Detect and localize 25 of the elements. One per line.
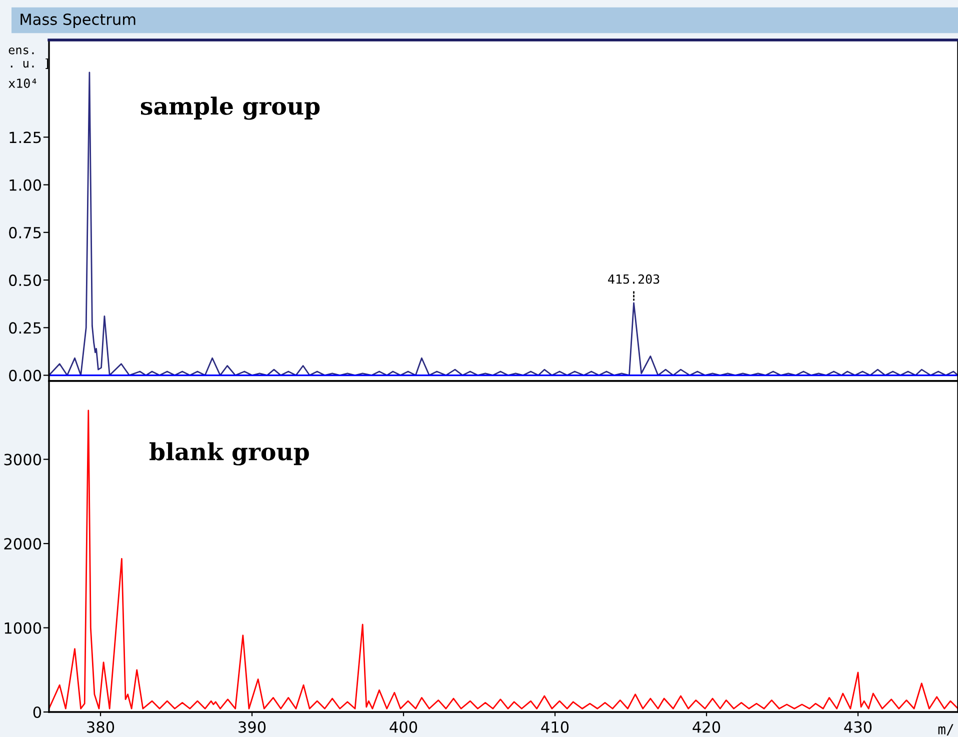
y-tick-label: 0.50 — [9, 274, 42, 286]
y-tick-label: 0.25 — [9, 322, 41, 334]
x-tick-label: 380 — [87, 721, 114, 733]
x-tick-label: 390 — [238, 721, 266, 733]
y-axis-title: ens. . u. ] — [8, 48, 48, 69]
chart-title: Mass Spectrum — [20, 14, 136, 28]
y-tick-label: 2000 — [4, 538, 42, 550]
line-series — [49, 72, 958, 376]
y-tick-label: 0.75 — [9, 226, 41, 238]
x-tick-label: 430 — [844, 721, 872, 733]
x-axis-title: m/ — [938, 724, 954, 736]
y-tick-label: 1.00 — [10, 179, 42, 191]
annotation: sample group — [140, 96, 320, 120]
y-tick-label: 0.00 — [9, 370, 42, 382]
y-tick-label: 3000 — [4, 454, 42, 466]
x-tick-label: 410 — [541, 721, 569, 733]
y-tick-label: 1000 — [4, 622, 42, 634]
y-tick-label: 0 — [33, 706, 42, 718]
line-series — [49, 410, 958, 710]
text: x10⁴ — [8, 78, 36, 88]
x-tick-label: 400 — [390, 721, 418, 733]
x-tick-label: 420 — [692, 721, 720, 733]
annotation: blank group — [150, 442, 309, 466]
y-tick-label: 1.25 — [10, 132, 41, 144]
annotation: 415.203 — [608, 274, 660, 284]
